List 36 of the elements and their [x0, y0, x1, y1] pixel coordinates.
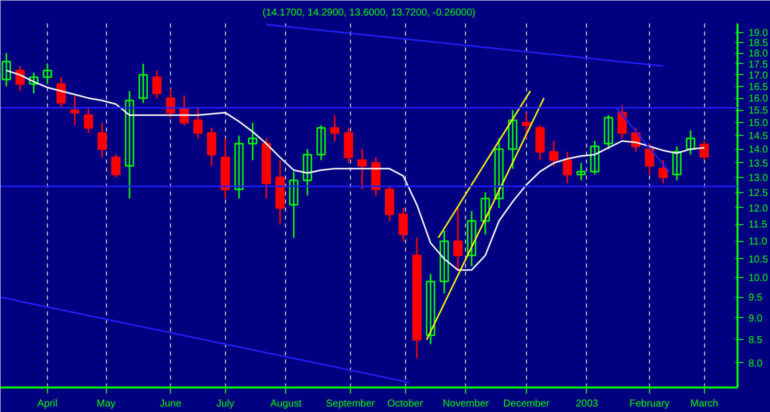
x-tick-label: December — [503, 398, 550, 410]
y-tick-label: 17.5 — [748, 59, 768, 70]
y-tick-label: 14.0 — [748, 144, 768, 156]
y-tick-label: 11.5 — [748, 220, 768, 231]
x-tick-label: September — [326, 398, 376, 410]
y-tick-label: 8.0 — [748, 358, 763, 370]
x-tick-label: March — [690, 398, 718, 410]
x-tick-label: April — [37, 398, 58, 410]
y-tick-label: 10.5 — [748, 254, 768, 266]
x-tick-label: July — [216, 398, 234, 410]
y-tick-label: 18.5 — [748, 38, 768, 50]
x-tick-label: May — [96, 398, 116, 410]
x-tick-label: 2003 — [576, 398, 599, 410]
y-tick-label: 16.0 — [748, 94, 768, 105]
y-tick-label: 8.5 — [748, 335, 763, 346]
y-tick-label: 13.0 — [748, 172, 768, 184]
y-tick-label: 16.5 — [748, 82, 768, 93]
y-tick-label: 10.0 — [748, 273, 768, 284]
y-tick-label: 17.0 — [748, 70, 768, 82]
y-tick-label: 15.5 — [748, 106, 768, 117]
x-tick-label: February — [630, 398, 670, 410]
y-tick-label: 18.0 — [748, 48, 768, 60]
y-tick-label: 19.0 — [748, 28, 768, 39]
y-tick-label: 13.5 — [748, 158, 768, 170]
x-tick-label: August — [270, 398, 302, 410]
y-tick-label: 14.5 — [748, 131, 768, 142]
y-tick-label: 9.5 — [748, 292, 763, 304]
y-tick-label: 9.0 — [748, 313, 763, 324]
y-tick-label: 11.0 — [748, 236, 768, 248]
x-tick-label: June — [160, 398, 182, 410]
x-tick-label: November — [442, 398, 490, 410]
y-tick-label: 12.0 — [748, 203, 768, 214]
y-tick-label: 15.0 — [748, 118, 768, 130]
chart-title: (14.1700, 14.2900, 13.6000, 13.7200, -0.26000) — [262, 8, 476, 18]
x-tick-label: October — [387, 398, 424, 410]
y-tick-label: 12.5 — [748, 188, 768, 199]
